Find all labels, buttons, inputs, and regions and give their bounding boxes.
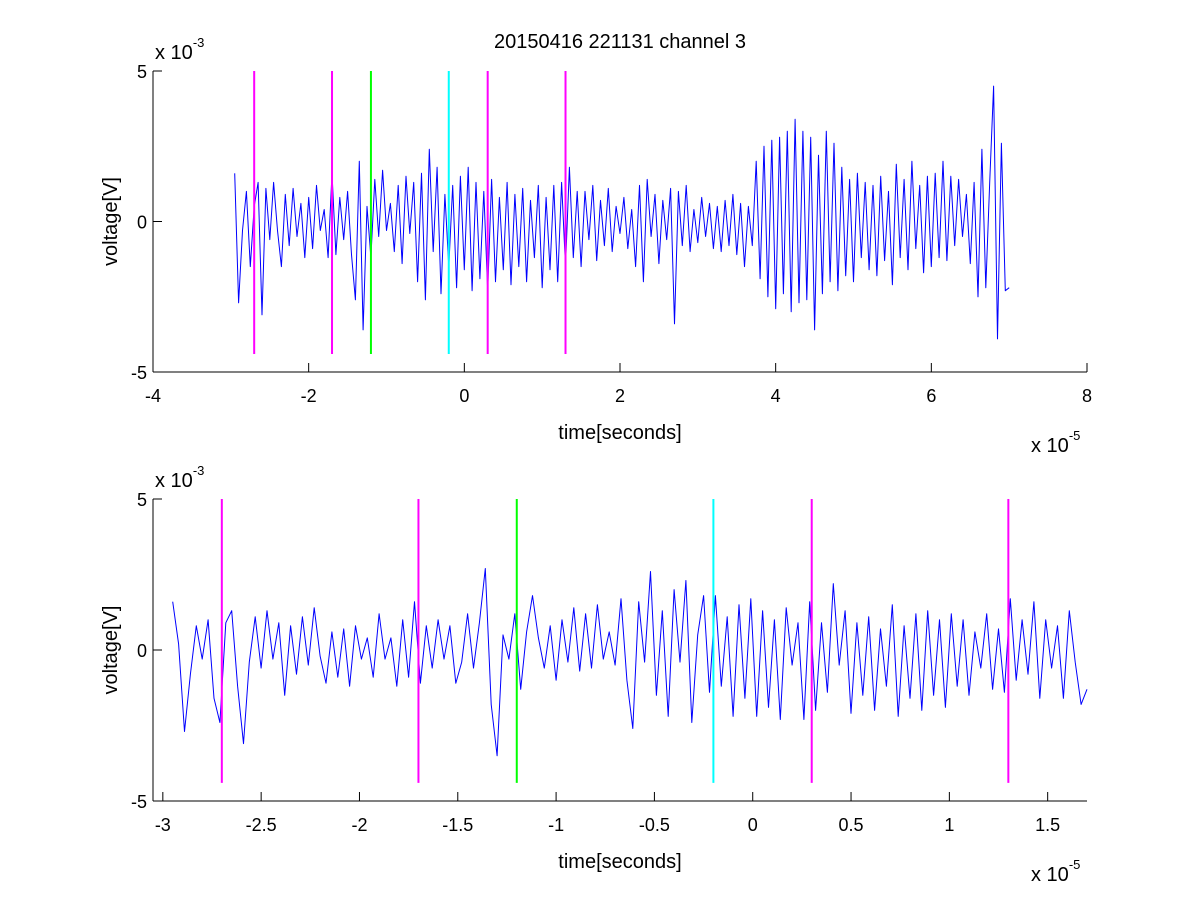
y-tick-label: -5 bbox=[131, 363, 147, 383]
y-multiplier: x 10-3 bbox=[155, 35, 204, 64]
x-tick-label: -2 bbox=[351, 815, 367, 835]
x-tick-label: -4 bbox=[145, 386, 161, 406]
x-tick-label: 0 bbox=[459, 386, 469, 406]
x-axis-title: time[seconds] bbox=[558, 422, 681, 444]
figure-title: 20150416 221131 channel 3 bbox=[494, 31, 746, 53]
x-tick-label: 2 bbox=[615, 386, 625, 406]
x-tick-label: 8 bbox=[1082, 386, 1092, 406]
y-multiplier: x 10-3 bbox=[155, 463, 204, 492]
y-tick-label: 5 bbox=[137, 62, 147, 82]
x-axis-title: time[seconds] bbox=[558, 851, 681, 873]
y-multiplier-exponent: -3 bbox=[193, 35, 205, 50]
x-tick-label: -1.5 bbox=[442, 815, 473, 835]
x-multiplier-exponent: -5 bbox=[1069, 857, 1081, 872]
x-multiplier-base: x 10 bbox=[1031, 864, 1069, 886]
x-tick-label: 4 bbox=[771, 386, 781, 406]
y-tick-label: 5 bbox=[137, 490, 147, 510]
x-tick-label: -1 bbox=[548, 815, 564, 835]
y-axis-title: voltage[V] bbox=[100, 177, 122, 266]
x-tick-label: 0 bbox=[748, 815, 758, 835]
x-multiplier-exponent: -5 bbox=[1069, 428, 1081, 443]
x-multiplier-base: x 10 bbox=[1031, 435, 1069, 457]
x-tick-label: -2.5 bbox=[246, 815, 277, 835]
x-multiplier: x 10-5 bbox=[1031, 428, 1080, 457]
top-axes: -4 -2 0 2 4 6 8 -5 0 5 time[seconds] voltage[V] x 10… bbox=[100, 35, 1092, 457]
y-axis-title: voltage[V] bbox=[100, 606, 122, 695]
y-tick-label: 0 bbox=[137, 641, 147, 661]
y-tick-label: 0 bbox=[137, 213, 147, 233]
y-multiplier-exponent: -3 bbox=[193, 463, 205, 478]
x-tick-label: 0.5 bbox=[839, 815, 864, 835]
x-tick-label: 6 bbox=[926, 386, 936, 406]
x-tick-label: 1.5 bbox=[1035, 815, 1060, 835]
x-tick-label: -3 bbox=[155, 815, 171, 835]
x-multiplier: x 10-5 bbox=[1031, 857, 1080, 886]
x-tick-label: 1 bbox=[944, 815, 954, 835]
x-tick-label: -2 bbox=[301, 386, 317, 406]
y-multiplier-base: x 10 bbox=[155, 470, 193, 492]
signal-series-line bbox=[234, 85, 1010, 340]
y-multiplier-base: x 10 bbox=[155, 42, 193, 64]
signal-series-line bbox=[172, 568, 1088, 757]
y-tick-label: -5 bbox=[131, 792, 147, 812]
bottom-axes: -3 -2.5 -2 -1.5 -1 -0.5 0 0.5 1 1.5 -5 0 5 time[secon… bbox=[100, 463, 1088, 886]
x-tick-label: -0.5 bbox=[639, 815, 670, 835]
